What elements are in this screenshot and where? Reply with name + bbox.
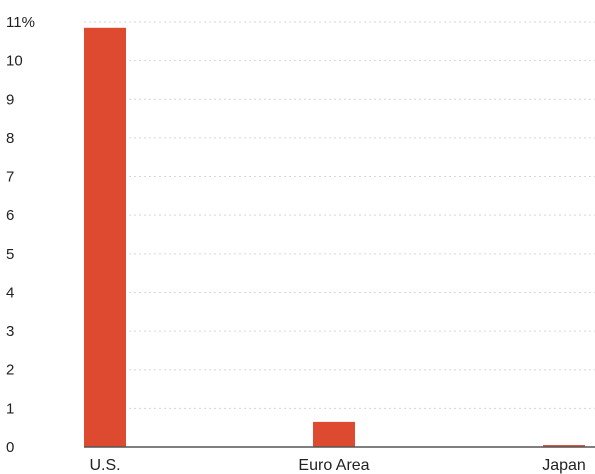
x-category-label: Japan bbox=[542, 457, 586, 474]
bars bbox=[84, 27, 585, 448]
y-tick-label: 1 bbox=[6, 400, 14, 417]
y-tick-label: 2 bbox=[6, 362, 14, 379]
y-tick-label: 6 bbox=[6, 207, 14, 224]
y-tick-label: 11% bbox=[6, 14, 35, 31]
gridlines bbox=[84, 21, 595, 409]
y-tick-label: 8 bbox=[6, 130, 14, 147]
bar-euro-area bbox=[313, 421, 355, 447]
y-tick-label: 9 bbox=[6, 91, 14, 108]
y-tick-label: 3 bbox=[6, 323, 14, 340]
x-category-label: Euro Area bbox=[298, 457, 369, 474]
y-tick-label: 0 bbox=[6, 439, 14, 456]
y-axis-tick-labels: 0 1 2 3 4 5 6 7 8 9 10 11% bbox=[6, 14, 35, 456]
y-tick-label: 5 bbox=[6, 246, 14, 263]
y-tick-label: 4 bbox=[6, 284, 14, 301]
x-axis-category-labels: U.S. Euro Area Japan bbox=[89, 457, 585, 474]
y-tick-label: 7 bbox=[6, 169, 14, 186]
x-category-label: U.S. bbox=[89, 457, 120, 474]
y-tick-label: 10 bbox=[6, 53, 23, 70]
bar-japan bbox=[543, 445, 585, 447]
bar-u-s bbox=[84, 27, 126, 448]
